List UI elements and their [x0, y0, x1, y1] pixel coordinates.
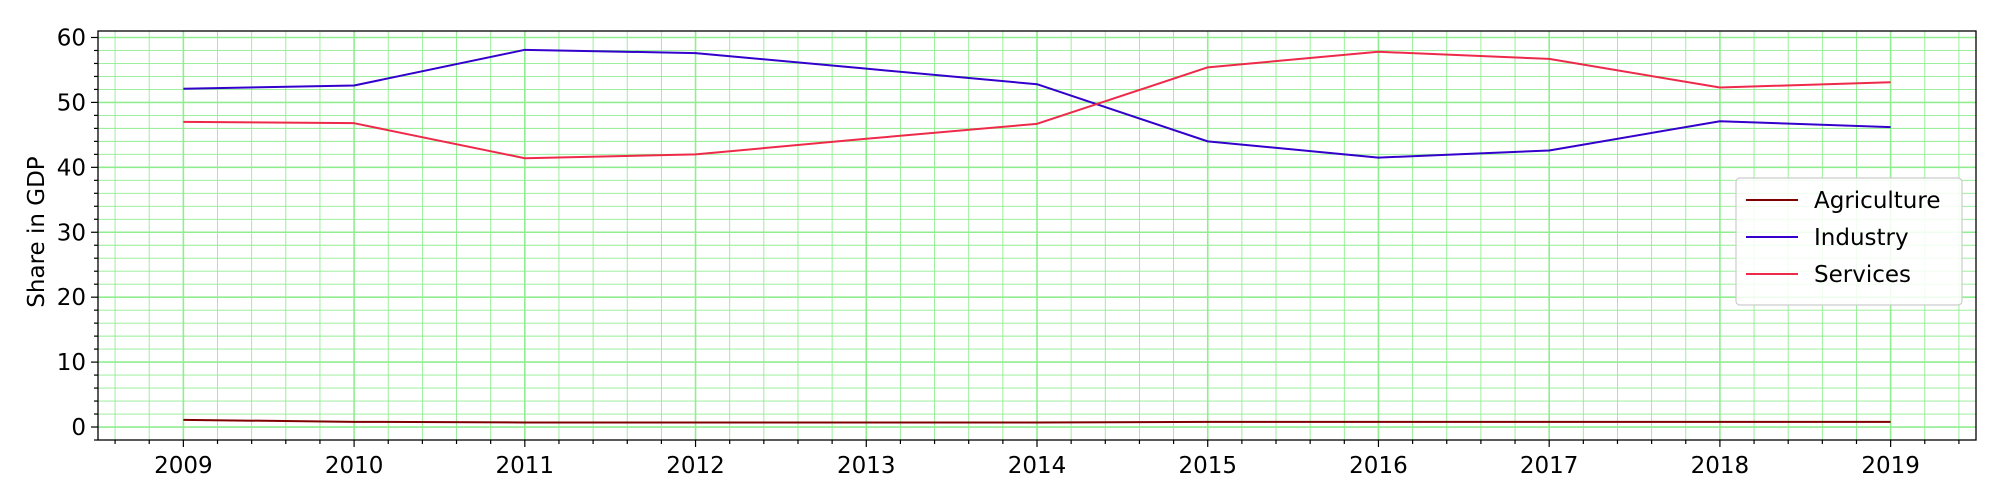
y-tick-label: 60 — [57, 25, 86, 51]
x-tick-label: 2013 — [837, 453, 896, 479]
x-tick-label: 2014 — [1008, 453, 1067, 479]
y-tick-label: 20 — [57, 285, 86, 311]
y-tick-label: 50 — [57, 90, 86, 116]
x-tick-label: 2010 — [325, 453, 384, 479]
x-tick-label: 2009 — [154, 453, 213, 479]
x-tick-label: 2016 — [1349, 453, 1408, 479]
y-tick-label: 40 — [57, 155, 86, 181]
grid — [98, 31, 1976, 441]
legend: Agriculture Industry Services — [1735, 177, 1963, 306]
x-tick-label: 2018 — [1691, 453, 1750, 479]
series-line-services — [183, 50, 1891, 160]
legend-label: Industry — [1814, 225, 1909, 251]
series-lines — [183, 48, 1891, 424]
x-tick-label: 2019 — [1861, 453, 1920, 479]
x-tick-label: 2011 — [496, 453, 555, 479]
y-tick-label: 30 — [57, 220, 86, 246]
y-axis-label: Share in GDP — [24, 156, 50, 307]
legend-label: Agriculture — [1814, 188, 1941, 214]
legend-label: Services — [1814, 262, 1911, 288]
series-line-industry — [183, 48, 1891, 159]
y-tick-label: 0 — [71, 415, 86, 441]
series-line-agriculture — [183, 418, 1891, 424]
x-tick-label: 2017 — [1520, 453, 1579, 479]
y-tick-label: 10 — [57, 350, 86, 376]
axes: 2009 2010 2011 2012 2013 2014 2015 2016 2017 2018… — [57, 25, 1977, 479]
x-tick-label: 2012 — [666, 453, 725, 479]
x-tick-label: 2015 — [1178, 453, 1237, 479]
